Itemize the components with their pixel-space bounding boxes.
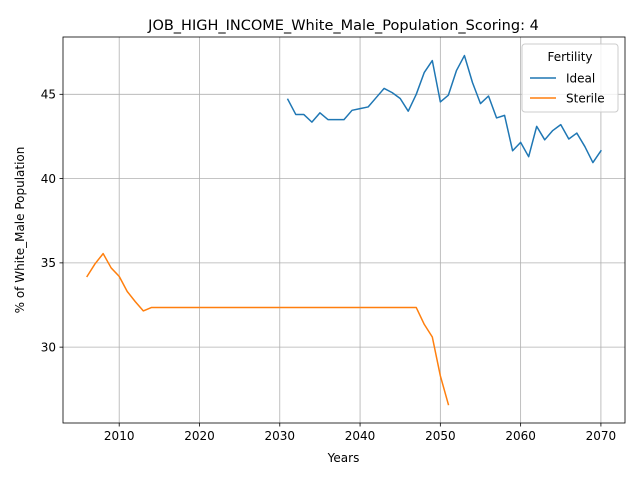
legend-label-ideal: Ideal [566, 71, 595, 85]
series-line-sterile [86, 252, 450, 406]
x-tick-label: 2070 [586, 429, 617, 443]
legend-box [521, 43, 619, 113]
axis-ticks: 2010 2020 2030 2040 2050 2060 2070 30 35 40 45 [41, 88, 616, 443]
x-axis-label: Years [327, 451, 360, 465]
series-line-ideal [286, 54, 602, 164]
legend-label-sterile: Sterile [566, 91, 605, 105]
x-tick-label: 2060 [505, 429, 536, 443]
legend: Fertility Ideal Sterile [521, 43, 619, 113]
legend-items: Ideal Sterile [530, 71, 605, 105]
x-tick-label: 2040 [345, 429, 376, 443]
y-tick-label: 40 [41, 172, 56, 186]
x-tick-label: 2010 [104, 429, 135, 443]
y-axis-label: % of White_Male Population [13, 147, 27, 314]
series-lines [86, 54, 602, 406]
y-tick-label: 30 [41, 340, 56, 354]
plot-frame [62, 36, 626, 424]
chart-title: JOB_HIGH_INCOME_White_Male_Population_Sc… [147, 18, 539, 34]
x-tick-label: 2050 [425, 429, 456, 443]
y-tick-label: 45 [41, 88, 56, 102]
x-tick-label: 2030 [264, 429, 295, 443]
x-tick-label: 2020 [184, 429, 215, 443]
legend-title: Fertility [547, 50, 592, 64]
y-tick-label: 35 [41, 256, 56, 270]
